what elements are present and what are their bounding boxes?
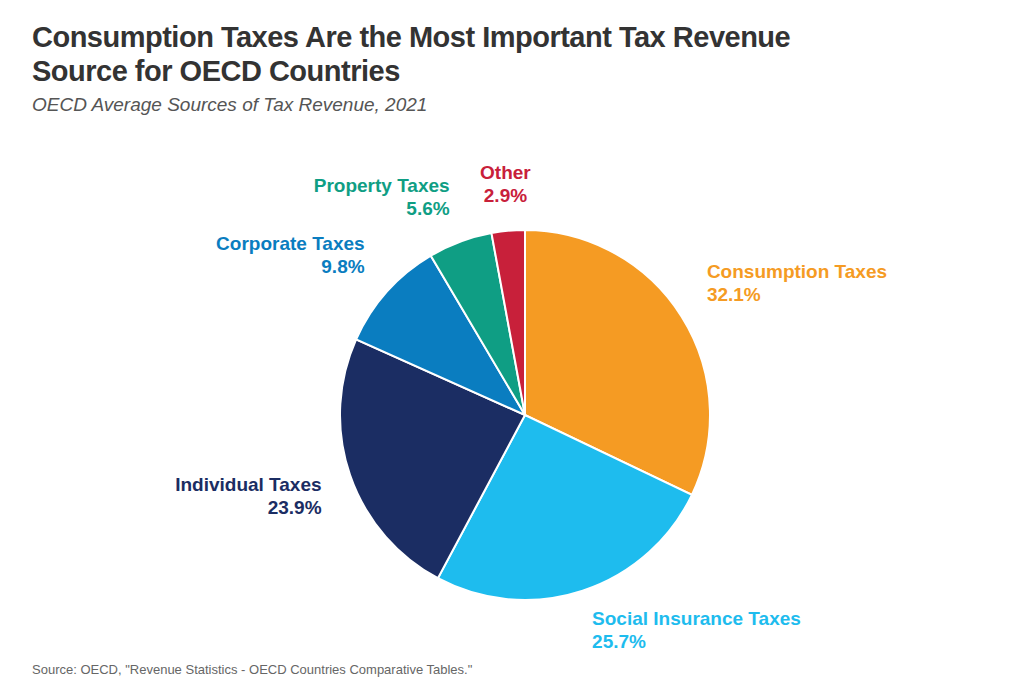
svg-text:Social Insurance Taxes25.7%: Social Insurance Taxes25.7% [592, 608, 801, 652]
svg-text:Other2.9%: Other2.9% [480, 162, 531, 206]
svg-text:Property Taxes5.6%: Property Taxes5.6% [314, 175, 450, 219]
svg-text:Consumption Taxes32.1%: Consumption Taxes32.1% [707, 261, 887, 305]
html-text:OECD Average Sources of Tax Re: OECD Average Sources of Tax Revenue, 202… [32, 94, 428, 115]
svg-text:Individual Taxes23.9%: Individual Taxes23.9% [175, 474, 322, 518]
html-text:Consumption Taxes Are the Most: Consumption Taxes Are the Most Important… [32, 21, 791, 87]
svg-text:Corporate Taxes9.8%: Corporate Taxes9.8% [216, 233, 365, 277]
html-text:Source: OECD, "Revenue Statist: Source: OECD, "Revenue Statistics - OECD… [32, 662, 473, 677]
